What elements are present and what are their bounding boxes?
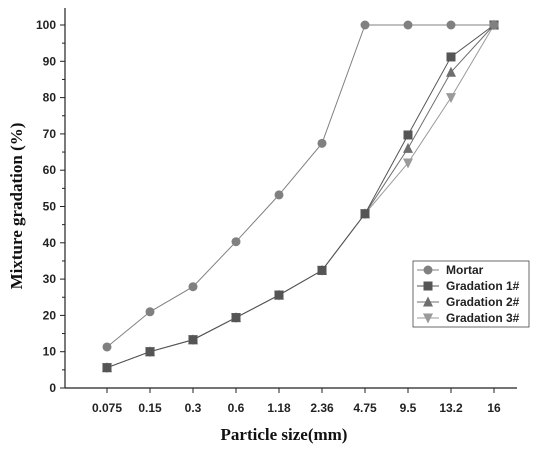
data-point [446, 52, 456, 62]
y-axis-title: Mixture gradation (%) [7, 123, 26, 290]
x-tick-label: 0.075 [92, 401, 122, 415]
series-line [106, 24, 495, 369]
axes [64, 8, 517, 389]
data-point [145, 347, 155, 357]
legend-marker [423, 313, 433, 324]
data-point [403, 158, 413, 169]
x-tick-label: 2.36 [310, 401, 334, 415]
data-point [231, 313, 241, 323]
data-point [446, 66, 456, 77]
legend-item: Gradation 3# [417, 311, 520, 325]
legend-label: Gradation 2# [446, 295, 520, 309]
y-tick-label: 40 [43, 236, 57, 250]
y-tick-label: 60 [43, 163, 57, 177]
legend-marker [423, 265, 433, 275]
x-tick-label: 13.2 [439, 401, 463, 415]
data-point [145, 307, 155, 317]
legend-marker [423, 281, 433, 291]
series-mortar [102, 20, 499, 352]
x-tick-label: 4.75 [353, 401, 377, 415]
x-tick-label: 1.18 [267, 401, 291, 415]
x-tick-label: 0.6 [228, 401, 245, 415]
data-point [403, 20, 413, 30]
x-tick-label: 0.15 [138, 401, 162, 415]
y-tick-label: 50 [43, 200, 57, 214]
data-point [102, 363, 112, 373]
data-point [274, 190, 284, 200]
data-point [274, 290, 284, 300]
y-tick-label: 90 [43, 54, 57, 68]
data-point [231, 237, 241, 247]
legend-item: Gradation 2# [417, 295, 520, 309]
x-axis-ticks: 0.075 0.15 0.3 0.6 1.18 2.36 4.75 9.5 13.2 16 [92, 388, 501, 415]
y-tick-label: 30 [43, 272, 57, 286]
data-point [102, 342, 112, 352]
legend-item: Gradation 1# [417, 279, 520, 293]
y-tick-label: 100 [36, 18, 56, 32]
y-tick-label: 80 [43, 91, 57, 105]
data-point [317, 265, 327, 275]
y-tick-label: 70 [43, 127, 57, 141]
x-tick-label: 9.5 [400, 401, 417, 415]
y-tick-label: 10 [43, 345, 57, 359]
data-point [446, 93, 456, 104]
series-layer [102, 19, 499, 374]
data-point [360, 209, 370, 219]
series-line [106, 24, 494, 348]
legend: Mortar Gradation 1# Gradation 2# Gradation … [412, 260, 530, 328]
legend-label: Mortar [446, 263, 484, 277]
data-point [403, 130, 413, 140]
data-point [188, 282, 198, 292]
legend-marker [423, 296, 433, 307]
data-point [188, 335, 198, 345]
x-tick-label: 16 [487, 401, 501, 415]
x-axis-title: Particle size(mm) [221, 425, 348, 444]
data-point [403, 142, 413, 153]
data-point [446, 20, 456, 30]
legend-item: Mortar [417, 263, 484, 277]
data-point [360, 20, 370, 30]
y-tick-label: 20 [43, 308, 57, 322]
y-tick-label: 0 [49, 381, 56, 395]
legend-box [412, 260, 530, 328]
x-tick-label: 0.3 [185, 401, 202, 415]
legend-label: Gradation 3# [446, 311, 520, 325]
y-axis-ticks: 0 10 20 30 40 50 60 70 80 90 100 [36, 18, 65, 395]
data-point [317, 138, 327, 148]
data-point [489, 20, 499, 30]
legend-label: Gradation 1# [446, 279, 520, 293]
